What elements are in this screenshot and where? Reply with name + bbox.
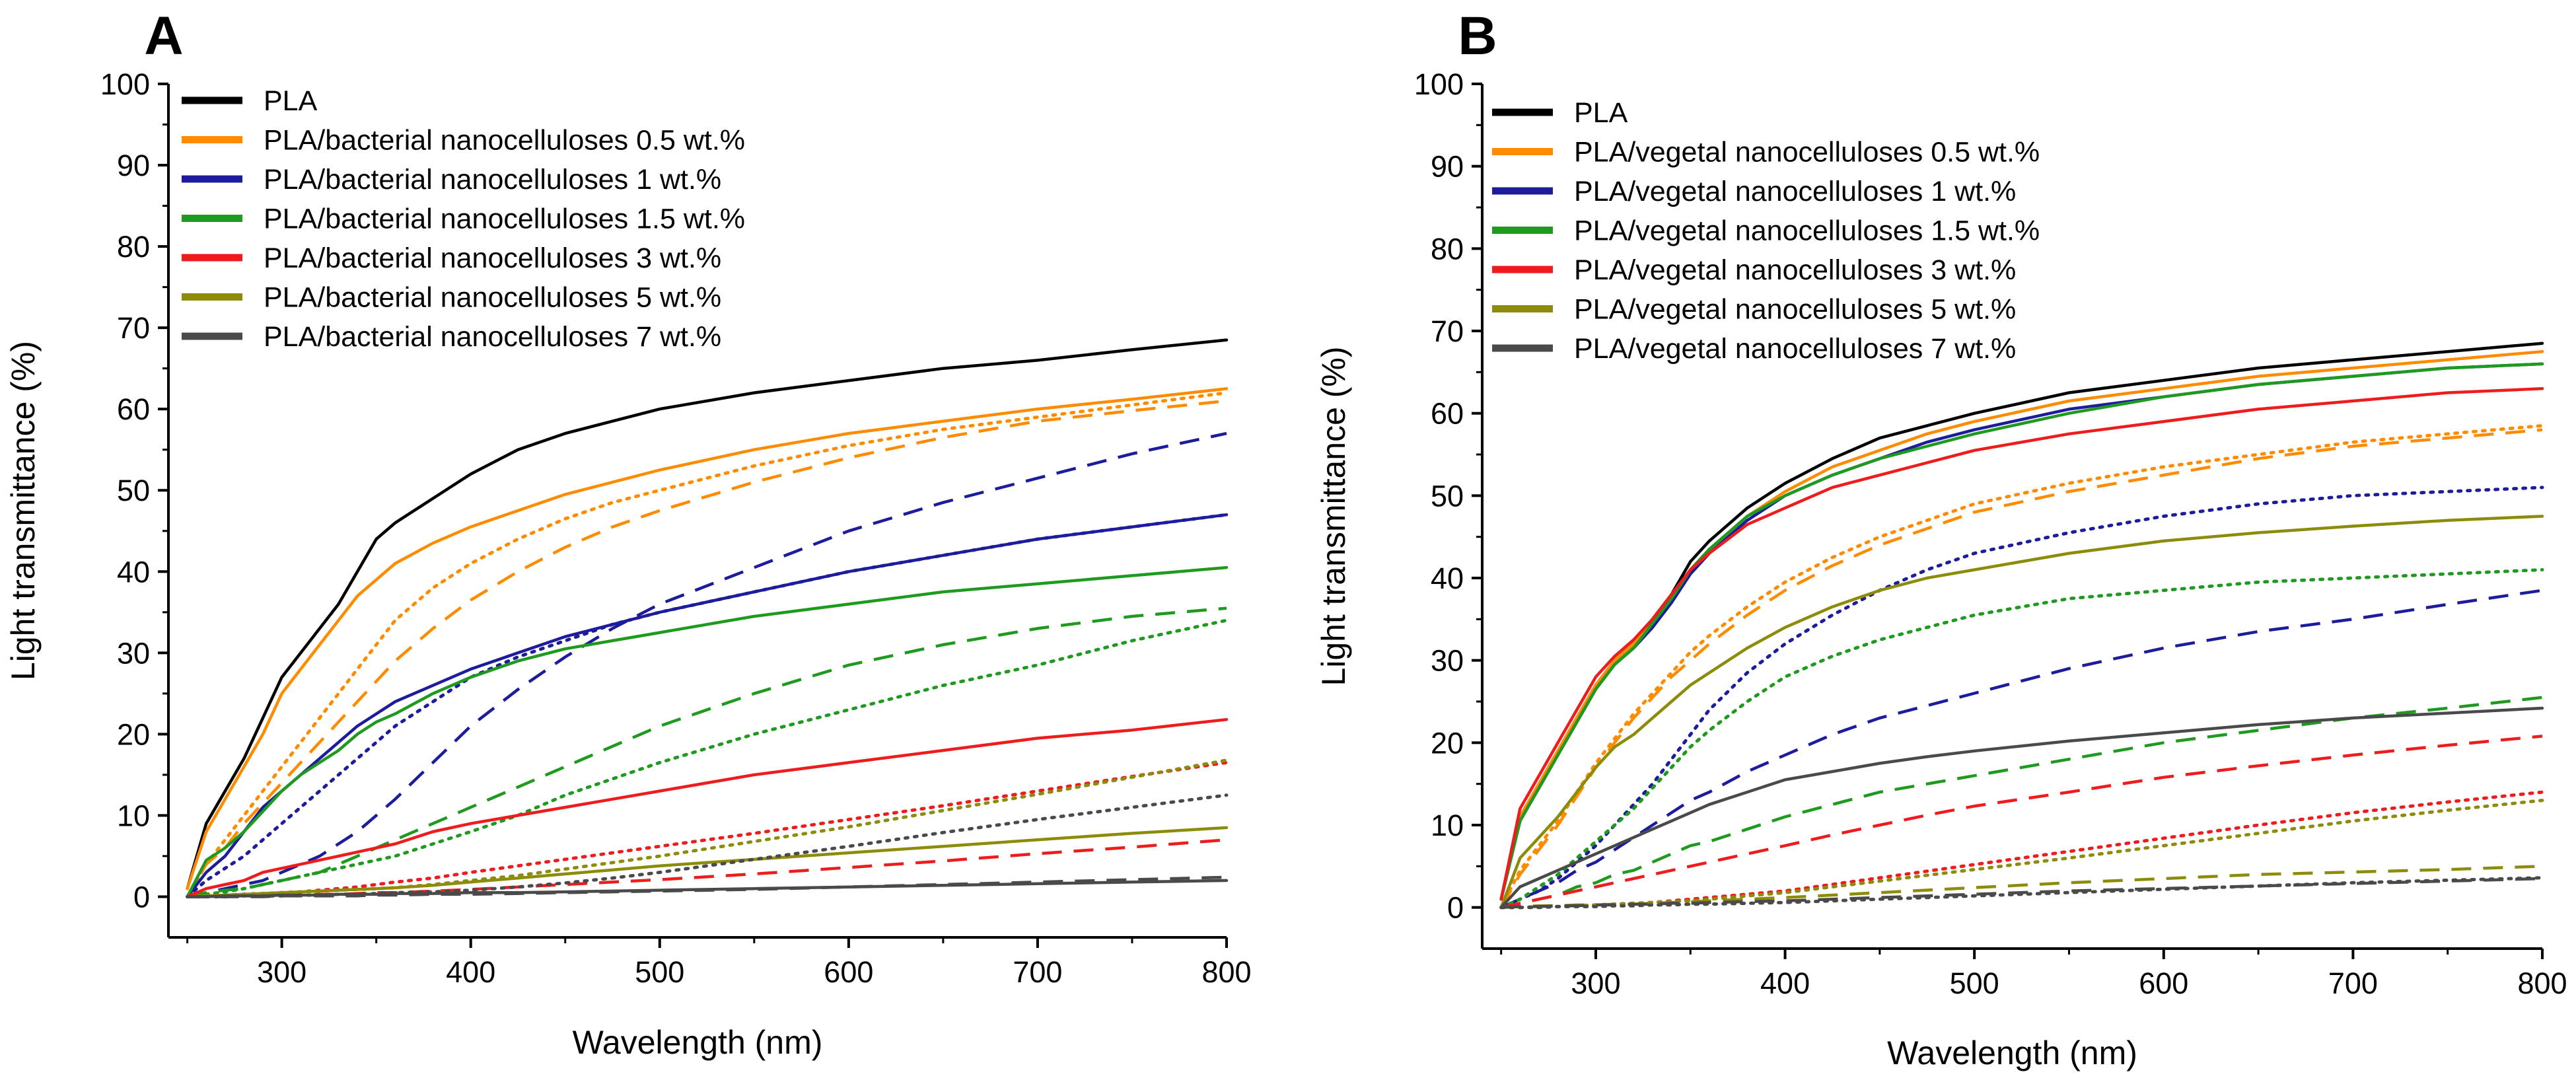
x-tick-label-b-800: 800: [2517, 966, 2567, 1000]
series-line-b-12: [1501, 735, 2543, 909]
y-tick-label-a-20: 20: [117, 717, 150, 751]
legend-label-a-3: PLA/bacterial nanocelluloses 1.5 wt.%: [264, 203, 745, 235]
x-tick-label-a-800: 800: [1201, 955, 1251, 989]
legend-label-a-1: PLA/bacterial nanocelluloses 0.5 wt.%: [264, 125, 745, 157]
series-group-b: [1499, 342, 2544, 910]
y-tick-label-b-10: 10: [1431, 809, 1464, 842]
legend-label-a-6: PLA/bacterial nanocelluloses 7 wt.%: [264, 321, 721, 353]
series-line-a-1: [186, 387, 1229, 890]
series-line-b-8: [1499, 568, 2544, 910]
y-tick-label-b-90: 90: [1431, 150, 1464, 184]
y-tick-label-a-60: 60: [117, 392, 150, 426]
x-tick-label-a-400: 400: [446, 955, 495, 989]
y-tick-label-b-70: 70: [1431, 314, 1464, 348]
legend-label-b-3: PLA/vegetal nanocelluloses 1.5 wt.%: [1574, 215, 2040, 247]
legend-label-b-2: PLA/vegetal nanocelluloses 1 wt.%: [1574, 176, 2016, 207]
legend-label-a-5: PLA/bacterial nanocelluloses 5 wt.%: [264, 282, 721, 314]
series-line-b-7: [1499, 362, 2544, 901]
series-line-a-5: [186, 513, 1229, 898]
series-line-a-6: [187, 431, 1227, 898]
x-tick-label-a-500: 500: [635, 955, 684, 989]
series-line-a-2: [186, 391, 1229, 898]
series-line-b-13: [1499, 515, 2544, 909]
panel-label-a: A: [144, 6, 183, 66]
series-line-b-18: [1501, 877, 2543, 909]
series-line-a-9: [187, 606, 1227, 898]
series-line-b-6: [1500, 589, 2543, 909]
y-tick-label-a-30: 30: [117, 636, 150, 670]
y-tick-label-a-90: 90: [117, 149, 150, 182]
y-tick-label-b-100: 100: [1414, 67, 1464, 101]
y-tick-label-a-80: 80: [117, 230, 150, 264]
x-axis-title-b: Wavelength (nm): [1887, 1034, 2137, 1071]
y-tick-label-a-100: 100: [100, 67, 150, 101]
panel-label-b: B: [1458, 6, 1497, 66]
legend-label-a-4: PLA/bacterial nanocelluloses 3 wt.%: [264, 242, 721, 274]
y-tick-label-b-40: 40: [1431, 561, 1464, 595]
y-tick-label-b-30: 30: [1431, 644, 1464, 678]
legend-label-b-0: PLA: [1574, 97, 1628, 129]
y-tick-label-b-80: 80: [1431, 232, 1464, 266]
panel-a: A 0 10 20 30 40 50 60 70 80 90 100 300 400 500 600 700 80…: [5, 6, 1252, 1061]
series-line-a-17: [187, 875, 1227, 898]
panel-b: B 0 10 20 30 40 50 60 70 80 90 100 300 400 500 600 700 80…: [1315, 6, 2567, 1071]
series-line-b-10: [1499, 387, 2544, 901]
legend-label-a-0: PLA: [264, 85, 318, 117]
x-tick-label-a-600: 600: [824, 955, 873, 989]
y-axis-title-b: Light transmittance (%): [1315, 346, 1352, 686]
legend-label-a-2: PLA/bacterial nanocelluloses 1 wt.%: [264, 164, 721, 196]
series-line-a-7: [186, 565, 1229, 898]
series-line-b-9: [1501, 696, 2543, 909]
legend-label-b-5: PLA/vegetal nanocelluloses 5 wt.%: [1574, 294, 2016, 326]
y-tick-label-b-20: 20: [1431, 726, 1464, 760]
series-line-a-0: [186, 338, 1229, 890]
y-tick-label-b-50: 50: [1431, 479, 1464, 513]
legend-label-b-1: PLA/vegetal nanocelluloses 0.5 wt.%: [1574, 137, 2040, 168]
x-tick-label-b-700: 700: [2328, 966, 2378, 1000]
series-line-b-16: [1499, 706, 2544, 909]
series-line-a-3: [186, 399, 1227, 898]
y-axis-title-a: Light transmittance (%): [5, 341, 42, 680]
y-tick-label-b-60: 60: [1431, 397, 1464, 431]
legend-label-b-6: PLA/vegetal nanocelluloses 7 wt.%: [1574, 333, 2016, 365]
x-tick-label-a-700: 700: [1013, 955, 1062, 989]
y-tick-label-a-40: 40: [117, 555, 150, 589]
series-group-a: [186, 338, 1229, 898]
y-tick-label-a-70: 70: [117, 311, 150, 345]
x-tick-label-a-300: 300: [257, 955, 306, 989]
legend-a: PLA PLA/bacterial nanocelluloses 0.5 wt.%…: [182, 85, 745, 353]
y-tick-label-a-0: 0: [133, 880, 150, 914]
legend-label-b-4: PLA/vegetal nanocelluloses 3 wt.%: [1574, 254, 2016, 286]
x-tick-label-b-400: 400: [1760, 966, 1810, 1000]
legend-b: PLA PLA/vegetal nanocelluloses 0.5 wt.% PL…: [1492, 97, 2040, 365]
y-tick-label-a-50: 50: [117, 474, 150, 507]
x-tick-label-b-300: 300: [1571, 966, 1620, 1000]
y-tick-label-a-10: 10: [117, 799, 150, 832]
x-tick-label-b-600: 600: [2139, 966, 2188, 1000]
y-tick-label-b-0: 0: [1447, 891, 1464, 925]
series-line-b-3: [1499, 428, 2543, 908]
x-tick-label-b-500: 500: [1950, 966, 1999, 1000]
series-line-a-14: [186, 758, 1229, 898]
series-line-a-10: [186, 717, 1229, 898]
x-axis-title-a: Wavelength (nm): [573, 1024, 823, 1061]
